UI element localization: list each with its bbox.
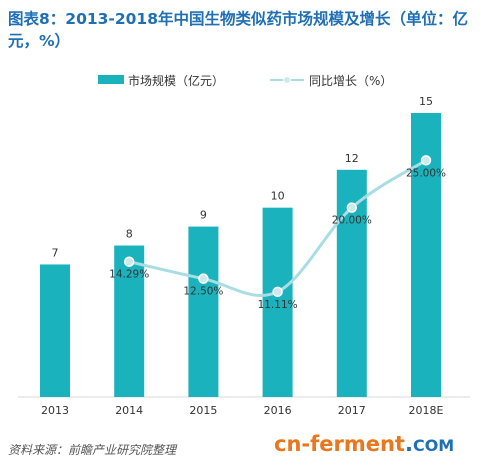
x-tick-label: 2014 [115, 404, 143, 417]
bar-value-label: 10 [271, 190, 285, 203]
growth-point [272, 286, 283, 298]
watermark: cn-ferment.COM [274, 432, 454, 456]
x-tick-label: 2015 [189, 404, 217, 417]
x-tick-label: 2016 [264, 404, 292, 417]
growth-point [346, 202, 358, 213]
legend: 市场规模（亿元） 同比增长（%） [0, 70, 481, 90]
growth-value-label: 12.50% [183, 286, 223, 298]
growth-point [198, 273, 209, 284]
growth-value-label: 20.00% [332, 215, 372, 227]
growth-value-label: 25.00% [406, 167, 446, 179]
legend-bar-label: 市场规模（亿元） [128, 74, 225, 88]
growth-point [420, 155, 432, 166]
source-note: 资料来源：前瞻产业研究院整理 [8, 443, 177, 457]
bar-2016 [262, 207, 293, 397]
x-tick-label: 2013 [41, 404, 69, 417]
x-tick-label: 2018E [409, 404, 444, 417]
bar-value-label: 15 [419, 95, 433, 108]
legend-line-swatch [270, 76, 304, 84]
legend-bar-swatch [98, 75, 124, 84]
bar-value-label: 8 [126, 228, 133, 241]
watermark-brand: cn-ferment [274, 432, 405, 456]
watermark-dot: . [404, 432, 413, 456]
legend-line-label: 同比增长（%） [309, 74, 393, 88]
bar-2015 [188, 226, 219, 397]
chart-title: 图表8：2013-2018年中国生物类似药市场规模及增长（单位：亿元，%） [8, 10, 468, 50]
bar-2013 [40, 264, 70, 397]
bar-value-label: 7 [52, 246, 59, 259]
x-tick-label: 2017 [338, 404, 366, 417]
growth-value-label: 14.29% [109, 269, 149, 281]
bar-2014 [114, 245, 145, 397]
growth-point [123, 256, 135, 267]
bar-value-label: 12 [345, 152, 359, 165]
watermark-domain: COM [412, 436, 455, 455]
bar-value-label: 9 [200, 209, 207, 222]
growth-value-label: 11.11% [258, 299, 298, 311]
